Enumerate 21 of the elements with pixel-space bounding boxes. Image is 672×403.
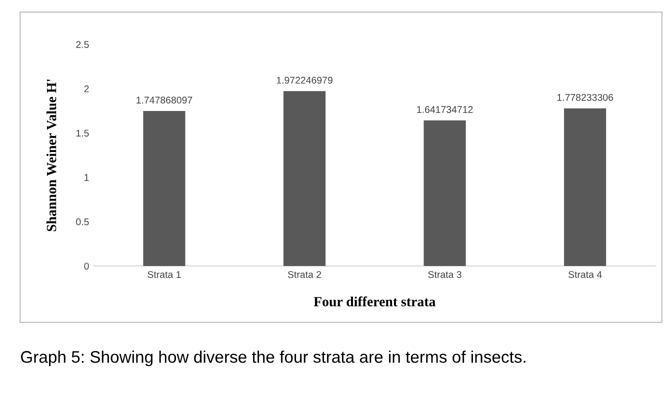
y-tick-label: 0: [84, 262, 89, 270]
bar: [143, 111, 186, 266]
data-label: 1.641734712: [417, 106, 473, 113]
x-tick-label: Strata 1: [148, 271, 181, 278]
bar: [283, 91, 326, 266]
y-tick-label: 0.5: [76, 218, 89, 226]
y-axis-title: Shannon Weiner Value H': [46, 79, 56, 232]
x-axis-title: Four different strata: [314, 296, 436, 306]
y-tick-label: 1: [84, 174, 89, 181]
y-tick-label: 2.5: [76, 41, 89, 48]
x-tick-label: Strata 3: [428, 271, 462, 278]
data-label: 1.778233306: [557, 94, 614, 101]
bar: [424, 120, 466, 266]
data-label: 1.747868097: [136, 96, 192, 104]
data-label: 1.972246979: [276, 76, 332, 84]
x-tick-label: Strata 2: [288, 271, 322, 278]
y-tick-label: 2: [84, 85, 89, 92]
x-tick-label: Strata 4: [568, 271, 602, 278]
y-tick-label: 1.5: [76, 130, 89, 137]
caption: Graph 5: Showing how diverse the four strata are in terms of insects.: [21, 350, 526, 366]
bar: [564, 108, 606, 266]
